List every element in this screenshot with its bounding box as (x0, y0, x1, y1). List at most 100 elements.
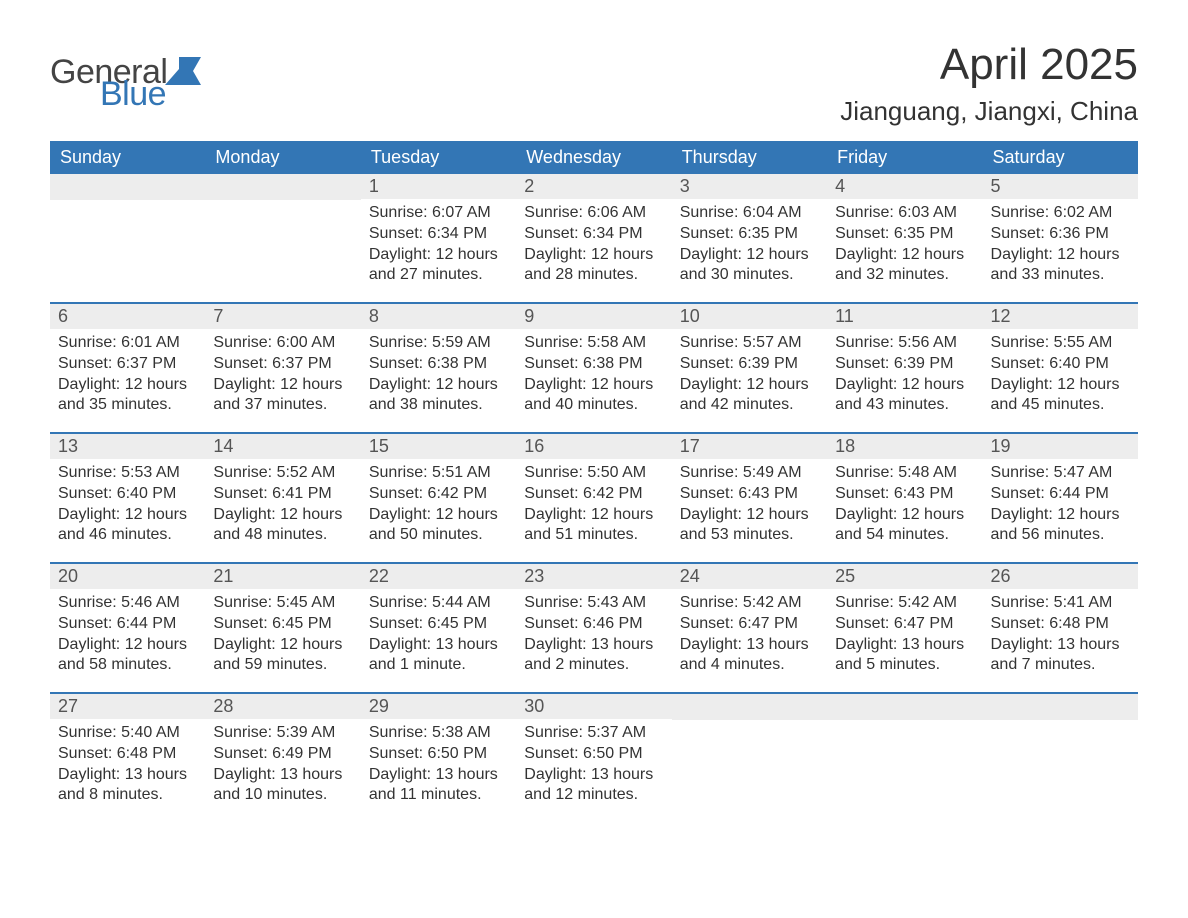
day-number: 17 (672, 434, 827, 459)
day-body: Sunrise: 5:49 AMSunset: 6:43 PMDaylight:… (672, 459, 827, 556)
sunset-text: Sunset: 6:50 PM (369, 744, 508, 765)
sunrise-text: Sunrise: 5:40 AM (58, 723, 197, 744)
sunset-text: Sunset: 6:46 PM (524, 614, 663, 635)
sunset-text: Sunset: 6:49 PM (213, 744, 352, 765)
day-number (983, 694, 1138, 720)
sunset-text: Sunset: 6:40 PM (58, 484, 197, 505)
day-cell (205, 174, 360, 302)
day-body: Sunrise: 5:56 AMSunset: 6:39 PMDaylight:… (827, 329, 982, 426)
daylight-text: Daylight: 12 hours and 33 minutes. (991, 245, 1130, 287)
day-cell: 10Sunrise: 5:57 AMSunset: 6:39 PMDayligh… (672, 304, 827, 432)
daylight-text: Daylight: 12 hours and 35 minutes. (58, 375, 197, 417)
daylight-text: Daylight: 12 hours and 30 minutes. (680, 245, 819, 287)
day-number: 5 (983, 174, 1138, 199)
logo-blue-text: Blue (100, 78, 167, 110)
day-cell: 8Sunrise: 5:59 AMSunset: 6:38 PMDaylight… (361, 304, 516, 432)
day-number: 26 (983, 564, 1138, 589)
day-body: Sunrise: 5:58 AMSunset: 6:38 PMDaylight:… (516, 329, 671, 426)
sunrise-text: Sunrise: 5:55 AM (991, 333, 1130, 354)
day-cell: 15Sunrise: 5:51 AMSunset: 6:42 PMDayligh… (361, 434, 516, 562)
sunrise-text: Sunrise: 6:06 AM (524, 203, 663, 224)
sunset-text: Sunset: 6:43 PM (835, 484, 974, 505)
day-number: 23 (516, 564, 671, 589)
sunrise-text: Sunrise: 5:39 AM (213, 723, 352, 744)
day-number: 25 (827, 564, 982, 589)
daylight-text: Daylight: 12 hours and 42 minutes. (680, 375, 819, 417)
sunrise-text: Sunrise: 5:52 AM (213, 463, 352, 484)
day-number: 29 (361, 694, 516, 719)
day-number (672, 694, 827, 720)
day-body: Sunrise: 5:52 AMSunset: 6:41 PMDaylight:… (205, 459, 360, 556)
day-cell: 23Sunrise: 5:43 AMSunset: 6:46 PMDayligh… (516, 564, 671, 692)
weekday-header: Sunday (50, 141, 205, 174)
sunrise-text: Sunrise: 5:38 AM (369, 723, 508, 744)
day-cell (983, 694, 1138, 822)
day-body: Sunrise: 5:45 AMSunset: 6:45 PMDaylight:… (205, 589, 360, 686)
day-body: Sunrise: 5:37 AMSunset: 6:50 PMDaylight:… (516, 719, 671, 816)
sunrise-text: Sunrise: 6:01 AM (58, 333, 197, 354)
day-cell: 30Sunrise: 5:37 AMSunset: 6:50 PMDayligh… (516, 694, 671, 822)
day-number: 3 (672, 174, 827, 199)
sunset-text: Sunset: 6:42 PM (524, 484, 663, 505)
day-number: 21 (205, 564, 360, 589)
sunrise-text: Sunrise: 5:57 AM (680, 333, 819, 354)
sunset-text: Sunset: 6:38 PM (369, 354, 508, 375)
day-number: 9 (516, 304, 671, 329)
daylight-text: Daylight: 12 hours and 46 minutes. (58, 505, 197, 547)
sunrise-text: Sunrise: 5:58 AM (524, 333, 663, 354)
day-number: 19 (983, 434, 1138, 459)
day-cell: 9Sunrise: 5:58 AMSunset: 6:38 PMDaylight… (516, 304, 671, 432)
day-number: 13 (50, 434, 205, 459)
daylight-text: Daylight: 13 hours and 8 minutes. (58, 765, 197, 807)
sunset-text: Sunset: 6:45 PM (369, 614, 508, 635)
daylight-text: Daylight: 12 hours and 51 minutes. (524, 505, 663, 547)
daylight-text: Daylight: 12 hours and 45 minutes. (991, 375, 1130, 417)
day-body: Sunrise: 5:41 AMSunset: 6:48 PMDaylight:… (983, 589, 1138, 686)
daylight-text: Daylight: 12 hours and 40 minutes. (524, 375, 663, 417)
sunrise-text: Sunrise: 5:48 AM (835, 463, 974, 484)
sunset-text: Sunset: 6:50 PM (524, 744, 663, 765)
daylight-text: Daylight: 12 hours and 28 minutes. (524, 245, 663, 287)
day-cell: 28Sunrise: 5:39 AMSunset: 6:49 PMDayligh… (205, 694, 360, 822)
daylight-text: Daylight: 13 hours and 4 minutes. (680, 635, 819, 677)
day-body: Sunrise: 5:50 AMSunset: 6:42 PMDaylight:… (516, 459, 671, 556)
day-body: Sunrise: 5:42 AMSunset: 6:47 PMDaylight:… (672, 589, 827, 686)
day-cell: 4Sunrise: 6:03 AMSunset: 6:35 PMDaylight… (827, 174, 982, 302)
day-number: 2 (516, 174, 671, 199)
sunrise-text: Sunrise: 5:41 AM (991, 593, 1130, 614)
sunrise-text: Sunrise: 5:59 AM (369, 333, 508, 354)
weekday-header-row: SundayMondayTuesdayWednesdayThursdayFrid… (50, 141, 1138, 174)
day-number: 6 (50, 304, 205, 329)
day-body: Sunrise: 5:40 AMSunset: 6:48 PMDaylight:… (50, 719, 205, 816)
sunrise-text: Sunrise: 5:42 AM (835, 593, 974, 614)
weekday-header: Tuesday (361, 141, 516, 174)
sunset-text: Sunset: 6:41 PM (213, 484, 352, 505)
day-number: 20 (50, 564, 205, 589)
day-body: Sunrise: 6:07 AMSunset: 6:34 PMDaylight:… (361, 199, 516, 296)
day-cell: 26Sunrise: 5:41 AMSunset: 6:48 PMDayligh… (983, 564, 1138, 692)
day-number (205, 174, 360, 200)
day-body: Sunrise: 6:04 AMSunset: 6:35 PMDaylight:… (672, 199, 827, 296)
week-row: 1Sunrise: 6:07 AMSunset: 6:34 PMDaylight… (50, 174, 1138, 302)
logo-text: General Blue (50, 56, 167, 111)
title-block: April 2025 Jianguang, Jiangxi, China (840, 40, 1138, 127)
daylight-text: Daylight: 13 hours and 1 minute. (369, 635, 508, 677)
day-number: 22 (361, 564, 516, 589)
daylight-text: Daylight: 12 hours and 58 minutes. (58, 635, 197, 677)
sunset-text: Sunset: 6:48 PM (991, 614, 1130, 635)
sunrise-text: Sunrise: 5:49 AM (680, 463, 819, 484)
daylight-text: Daylight: 12 hours and 54 minutes. (835, 505, 974, 547)
day-body: Sunrise: 5:55 AMSunset: 6:40 PMDaylight:… (983, 329, 1138, 426)
sunset-text: Sunset: 6:34 PM (369, 224, 508, 245)
weekday-header: Wednesday (516, 141, 671, 174)
day-cell: 7Sunrise: 6:00 AMSunset: 6:37 PMDaylight… (205, 304, 360, 432)
day-body: Sunrise: 5:59 AMSunset: 6:38 PMDaylight:… (361, 329, 516, 426)
sunrise-text: Sunrise: 6:03 AM (835, 203, 974, 224)
sunrise-text: Sunrise: 5:37 AM (524, 723, 663, 744)
day-body: Sunrise: 5:57 AMSunset: 6:39 PMDaylight:… (672, 329, 827, 426)
day-body: Sunrise: 6:03 AMSunset: 6:35 PMDaylight:… (827, 199, 982, 296)
day-cell: 2Sunrise: 6:06 AMSunset: 6:34 PMDaylight… (516, 174, 671, 302)
sunset-text: Sunset: 6:43 PM (680, 484, 819, 505)
daylight-text: Daylight: 13 hours and 11 minutes. (369, 765, 508, 807)
sunrise-text: Sunrise: 5:56 AM (835, 333, 974, 354)
